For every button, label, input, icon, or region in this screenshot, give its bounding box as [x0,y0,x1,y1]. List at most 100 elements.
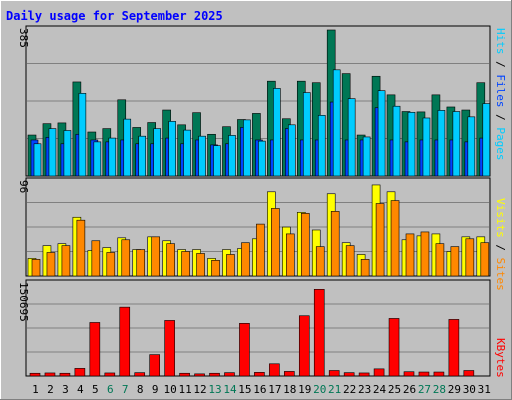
sites-bar [196,253,205,277]
kbytes-bar [179,372,190,377]
kbytes-bar [239,323,250,377]
kbytes-bar [194,373,205,377]
day-label: 28 [433,383,446,396]
legend-item: / [494,55,507,75]
hits-bar [33,143,42,177]
hits-bar [422,117,431,177]
hits-bar [332,69,341,177]
sites-bar [300,213,310,277]
kbytes-panel [25,279,491,377]
sites-bar [315,246,325,277]
legend-item: KBytes [494,338,507,378]
hits-bar [78,93,87,177]
day-label: 14 [223,383,237,396]
kbytes-bar [418,371,430,377]
hits-bar [377,90,386,177]
kbytes-bar [343,372,355,377]
hits-bar [317,115,326,177]
day-label: 21 [328,383,341,396]
day-label: 15 [238,383,251,396]
kbytes-bar [149,354,160,377]
visits-sites-panel [25,177,491,277]
bottom-panel-max-label: 150695 [17,282,30,322]
kbytes-bar [44,372,56,377]
sites-bar [76,219,86,277]
sites-bar [46,252,56,277]
chart-title: Daily usage for September 2025 [6,9,223,23]
bottom-panel-legend: KBytes [494,338,507,378]
day-label: 26 [403,383,416,396]
day-label: 10 [163,383,176,396]
day-label: 6 [107,383,114,396]
kbytes-bar [284,371,295,377]
sites-bar [330,211,340,277]
kbytes-bar [358,372,370,377]
sites-bar [226,254,235,277]
hits-bar [437,110,446,177]
sites-bar [435,243,445,277]
day-label: 13 [208,383,221,396]
day-label: 5 [92,383,99,396]
kbytes-bar [269,363,280,377]
day-label: 24 [373,383,387,396]
kbytes-bar [59,372,71,377]
day-label: 31 [478,383,491,396]
hits-files-pages-panel [25,25,491,177]
sites-bar [465,238,475,277]
kbytes-bar [104,372,116,377]
sites-bar [166,243,175,277]
sites-bar [181,251,190,277]
kbytes-bar [29,372,41,377]
day-label: 16 [253,383,266,396]
day-label: 4 [77,383,84,396]
sites-bar [450,246,460,277]
day-label: 3 [62,383,69,396]
hits-bar [138,135,147,177]
sites-bar [106,252,116,277]
sites-bar [390,200,400,277]
hits-bar [48,128,57,177]
sites-bar [271,208,280,277]
hits-bar [452,111,461,177]
sites-bar [375,203,385,277]
kbytes-bar [373,368,385,377]
hits-bar [407,111,416,177]
hits-bar [213,145,221,177]
day-label: 7 [122,383,129,396]
middle-panel-max-label: 96 [17,180,30,193]
hits-bar [198,135,206,177]
kbytes-bar [224,372,235,377]
top-panel-max-label: 385 [17,28,30,48]
kbytes-bar [463,370,475,377]
kbytes-bar [448,319,460,377]
day-axis-labels: 1 2 3 4 5 6 7 8 9 10 11 12 13 14 15 16 17 18 19 20 21 22 23 24 2… [32,383,491,396]
middle-panel-legend: Visits / Sites [494,198,507,291]
sites-bar [241,242,250,277]
kbytes-bar [134,372,146,377]
day-label: 8 [137,383,144,396]
kbytes-bar [209,372,220,377]
hits-bar [228,135,236,177]
day-label: 12 [193,383,206,396]
kbytes-bar [164,320,175,377]
day-label: 22 [343,383,356,396]
kbytes-bar [313,289,325,377]
sites-bar [256,223,265,277]
day-label: 1 [32,383,39,396]
kbytes-bar [119,306,131,377]
sites-bar [480,242,490,277]
legend-item: Visits [494,198,507,238]
day-label: 11 [178,383,191,396]
hits-bar [392,105,401,177]
day-label: 27 [418,383,431,396]
day-label: 29 [448,383,461,396]
sites-bar [286,233,295,277]
day-label: 25 [388,383,401,396]
kbytes-bar [298,315,310,377]
hits-bar [93,141,102,177]
sites-bar [405,233,415,277]
sites-bar [61,245,71,277]
hits-bar [467,116,476,177]
top-panel-legend: Hits / Files / Pages [494,28,507,161]
